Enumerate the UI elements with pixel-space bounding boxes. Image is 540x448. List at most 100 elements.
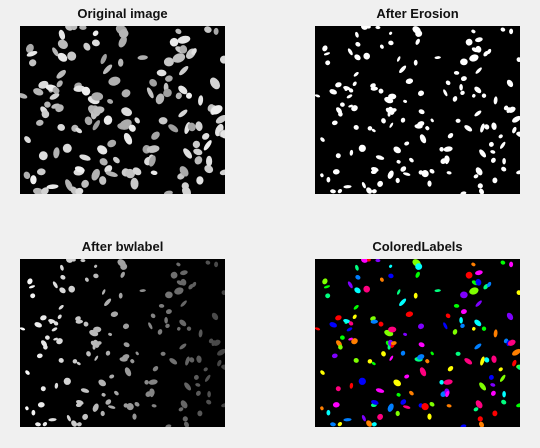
labeled-blob [178, 407, 184, 412]
eroded-blob [492, 177, 498, 184]
labeled-blob [40, 386, 46, 392]
eroded-blob [474, 86, 482, 94]
eroded-blob [395, 177, 400, 184]
labeled-blob [176, 262, 181, 267]
eroded-blob [516, 170, 520, 175]
eroded-blob [323, 52, 331, 56]
labeled-blob [48, 418, 57, 422]
eroded-blob [425, 126, 430, 131]
eroded-blob [346, 94, 353, 99]
nucleus-blob [179, 166, 189, 177]
labeled-blob [114, 390, 119, 396]
nucleus-blob [119, 119, 132, 129]
eroded-blob [475, 67, 482, 74]
nucleus-blob [100, 53, 107, 65]
labeled-blob [59, 287, 66, 294]
eroded-blob [355, 31, 359, 38]
labeled-blob [214, 261, 219, 268]
nucleus-blob [134, 117, 140, 124]
eroded-blob [418, 109, 425, 115]
eroded-blob [371, 128, 376, 133]
nucleus-blob [107, 98, 114, 104]
labeled-blob [182, 416, 188, 422]
labeled-blob [108, 332, 113, 336]
colored-label-blob [480, 356, 485, 366]
eroded-blob [393, 146, 401, 154]
colored-label-blob [471, 262, 476, 267]
nucleus-blob [62, 143, 72, 153]
nucleus-blob [30, 175, 37, 185]
colored-label-blob [400, 399, 407, 405]
nucleus-blob [165, 75, 173, 82]
labeled-blob [144, 380, 149, 385]
eroded-blob [415, 30, 423, 37]
colored-label-blob [434, 289, 441, 293]
colored-label-blob [347, 281, 353, 289]
colored-label-blob [352, 314, 357, 320]
colored-label-blob [325, 293, 331, 299]
nucleus-blob [163, 190, 173, 194]
eroded-blob [322, 45, 328, 52]
labeled-blob [118, 292, 123, 299]
after-bwlabel-axes [20, 259, 225, 427]
colored-label-blob [343, 319, 351, 324]
eroded-blob [443, 89, 448, 97]
nucleus-blob [52, 47, 59, 57]
labeled-blob [75, 319, 83, 324]
nucleus-blob [168, 124, 179, 133]
colored-label-blob [473, 407, 479, 412]
eroded-blob [453, 70, 460, 75]
eroded-blob [512, 126, 517, 134]
colored-label-blob [329, 322, 337, 328]
colored-label-blob [491, 355, 497, 363]
labeled-blob [164, 317, 168, 324]
nucleus-blob [56, 80, 63, 88]
colored-label-blob [400, 350, 406, 356]
nucleus-blob [26, 50, 38, 57]
labeled-blob [195, 383, 201, 387]
colored-label-blob [320, 406, 324, 411]
labeled-blob [20, 327, 26, 331]
colored-label-blob [421, 403, 429, 411]
labeled-blob [165, 291, 173, 299]
colored-label-blob [493, 329, 498, 338]
labeled-blob [180, 300, 187, 307]
nucleus-blob [56, 69, 66, 79]
colored-label-blob [361, 415, 366, 422]
colored-label-blob [500, 260, 506, 265]
colored-labels-axes [315, 259, 520, 427]
eroded-blob [498, 134, 503, 139]
labeled-blob [195, 390, 201, 396]
colored-label-blob [490, 383, 496, 387]
nucleus-blob [81, 86, 91, 96]
colored-label-blob [488, 374, 494, 380]
colored-label-blob [498, 367, 503, 372]
colored-label-blob [455, 351, 461, 356]
labeled-blob [28, 285, 36, 289]
nucleus-blob [118, 36, 127, 48]
colored-label-blob [427, 413, 432, 420]
eroded-blob [471, 29, 476, 34]
colored-label-blob [499, 374, 506, 382]
labeled-blob [180, 270, 188, 276]
labeled-blob [51, 327, 58, 332]
eroded-blob [396, 56, 401, 62]
eroded-blob [417, 121, 425, 127]
eroded-blob [326, 176, 331, 183]
labeled-blob [165, 424, 172, 427]
nucleus-blob [93, 106, 105, 114]
labeled-blob [174, 287, 184, 295]
colored-label-blob [378, 321, 384, 327]
colored-label-blob [475, 278, 482, 286]
eroded-blob [488, 141, 494, 147]
eroded-blob [506, 79, 514, 88]
nucleus-blob [182, 186, 191, 194]
eroded-blob [332, 169, 340, 175]
eroded-blob [354, 54, 361, 61]
labeled-blob [217, 359, 222, 367]
eroded-blob [348, 88, 354, 93]
nucleus-blob [58, 29, 66, 40]
labeled-blob [105, 399, 112, 405]
colored-label-blob [390, 341, 397, 346]
